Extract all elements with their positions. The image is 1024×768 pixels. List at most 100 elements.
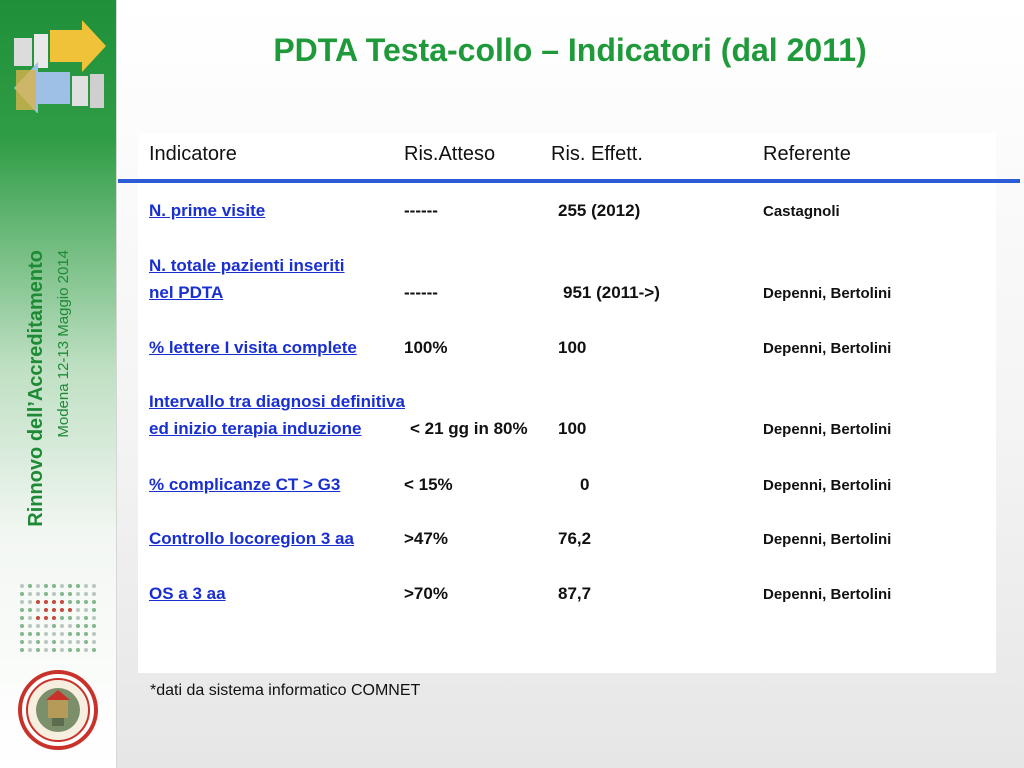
decorative-dot <box>92 632 96 636</box>
decorative-dot <box>52 624 56 628</box>
decorative-dot <box>44 616 48 620</box>
footnote: *dati da sistema informatico COMNET <box>150 682 420 700</box>
decorative-dot <box>84 640 88 644</box>
indicator-link[interactable]: Controllo locoregion 3 aa <box>149 525 399 552</box>
decorative-dot <box>44 632 48 636</box>
decorative-dot <box>84 600 88 604</box>
decorative-dot <box>68 624 72 628</box>
decorative-dot <box>52 640 56 644</box>
university-seal-icon <box>18 670 98 750</box>
decorative-dot <box>44 640 48 644</box>
decorative-dot <box>28 632 32 636</box>
decorative-dot <box>92 648 96 652</box>
header-indicatore: Indicatore <box>149 143 237 166</box>
decorative-dot <box>28 616 32 620</box>
expected-value: ------ <box>404 283 438 303</box>
actual-value: 100 <box>558 419 586 439</box>
decorative-dot <box>68 616 72 620</box>
decorative-dot <box>84 624 88 628</box>
indicator-link[interactable]: % lettere I visita complete <box>149 334 409 361</box>
decorative-dot <box>28 624 32 628</box>
decorative-dot <box>20 584 24 588</box>
decorative-dot <box>36 624 40 628</box>
decorative-dot <box>20 624 24 628</box>
decorative-dot <box>60 600 64 604</box>
decorative-dot <box>52 616 56 620</box>
arrows-logo-icon <box>10 18 110 113</box>
actual-value: 255 (2012) <box>558 201 640 221</box>
decorative-dot <box>92 640 96 644</box>
decorative-dot <box>44 600 48 604</box>
decorative-dot <box>44 584 48 588</box>
decorative-dot <box>28 584 32 588</box>
decorative-dot-grid <box>18 582 98 658</box>
indicator-link[interactable]: % complicanze CT > G3 <box>149 471 399 498</box>
referent: Depenni, Bertolini <box>763 531 891 548</box>
expected-value: < 15% <box>404 475 453 495</box>
decorative-dot <box>36 640 40 644</box>
referent: Castagnoli <box>763 203 840 220</box>
decorative-dot <box>36 616 40 620</box>
decorative-dot <box>76 624 80 628</box>
expected-value: ------ <box>404 201 438 221</box>
indicator-link[interactable]: N. prime visite <box>149 197 399 224</box>
decorative-dot <box>36 592 40 596</box>
decorative-dot <box>36 584 40 588</box>
decorative-dot <box>68 640 72 644</box>
decorative-dot <box>28 648 32 652</box>
decorative-dot <box>84 648 88 652</box>
decorative-dot <box>52 584 56 588</box>
decorative-dot <box>60 592 64 596</box>
decorative-dot <box>68 584 72 588</box>
decorative-dot <box>84 608 88 612</box>
decorative-dot <box>92 608 96 612</box>
decorative-dot <box>76 616 80 620</box>
decorative-dot <box>60 640 64 644</box>
referent: Depenni, Bertolini <box>763 421 891 438</box>
header-ris-effett: Ris. Effett. <box>551 143 643 166</box>
expected-value: >47% <box>404 529 448 549</box>
decorative-dot <box>60 648 64 652</box>
decorative-dot <box>76 584 80 588</box>
decorative-dot <box>28 640 32 644</box>
decorative-dot <box>76 608 80 612</box>
sidebar: Rinnovo dell’Accreditamento Modena 12-13… <box>0 0 117 768</box>
header-ris-atteso: Ris.Atteso <box>404 143 495 166</box>
indicators-table: Indicatore Ris.Atteso Ris. Effett. Refer… <box>138 133 996 673</box>
decorative-dot <box>60 608 64 612</box>
actual-value: 87,7 <box>558 584 591 604</box>
actual-value: 0 <box>580 475 589 495</box>
header-referente: Referente <box>763 143 851 166</box>
page-title: PDTA Testa-collo – Indicatori (dal 2011) <box>150 32 990 69</box>
decorative-dot <box>68 608 72 612</box>
decorative-dot <box>92 584 96 588</box>
decorative-dot <box>68 632 72 636</box>
indicator-link[interactable]: OS a 3 aa <box>149 580 399 607</box>
decorative-dot <box>36 608 40 612</box>
decorative-dot <box>36 632 40 636</box>
decorative-dot <box>68 600 72 604</box>
actual-value: 951 (2011->) <box>563 283 660 303</box>
decorative-dot <box>44 648 48 652</box>
decorative-dot <box>60 616 64 620</box>
decorative-dot <box>76 640 80 644</box>
decorative-dot <box>84 584 88 588</box>
decorative-dot <box>52 608 56 612</box>
referent: Depenni, Bertolini <box>763 285 891 302</box>
decorative-dot <box>52 592 56 596</box>
decorative-dot <box>20 632 24 636</box>
sidebar-subtitle: Modena 12-13 Maggio 2014 <box>55 250 72 550</box>
decorative-dot <box>92 592 96 596</box>
sidebar-title: Rinnovo dell’Accreditamento <box>25 250 48 550</box>
actual-value: 100 <box>558 338 586 358</box>
decorative-dot <box>76 648 80 652</box>
decorative-dot <box>76 592 80 596</box>
decorative-dot <box>60 584 64 588</box>
decorative-dot <box>44 624 48 628</box>
indicator-link[interactable]: N. totale pazienti inseriti nel PDTA <box>149 252 399 306</box>
decorative-dot <box>28 592 32 596</box>
decorative-dot <box>60 624 64 628</box>
decorative-dot <box>92 616 96 620</box>
expected-value: >70% <box>404 584 448 604</box>
referent: Depenni, Bertolini <box>763 586 891 603</box>
